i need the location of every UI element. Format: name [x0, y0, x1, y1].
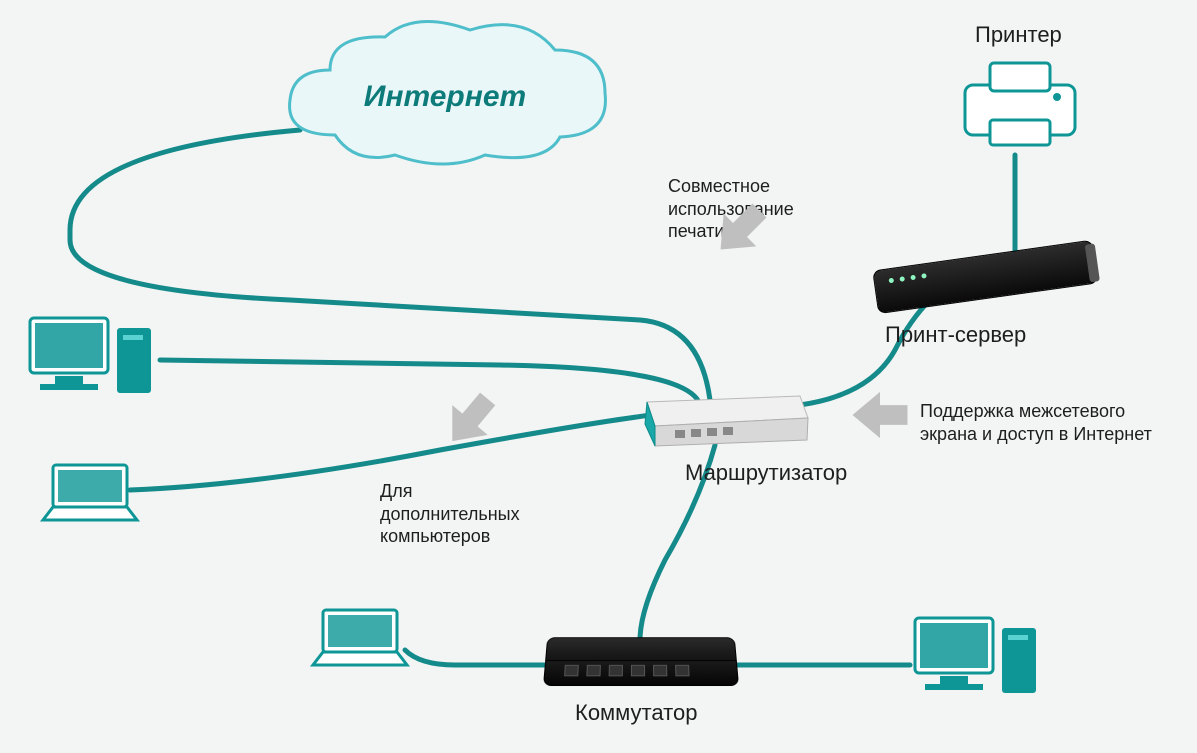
internet-label: Интернет	[275, 80, 615, 114]
wire-laptop_left-router	[130, 412, 690, 490]
print-server-label: Принт-сервер	[885, 322, 1026, 348]
diagram-canvas: Интернет Принтер Принт-сервер	[0, 0, 1197, 753]
printer-label: Принтер	[975, 22, 1062, 48]
extra-pcs-label: Для дополнительных компьютеров	[380, 480, 520, 548]
firewall-label: Поддержка межсетевого экрана и доступ в …	[920, 400, 1152, 445]
share-print-label: Совместное использование печати	[668, 175, 794, 243]
router-label: Маршрутизатор	[685, 460, 847, 486]
internet-cloud: Интернет	[275, 15, 615, 170]
switch-device	[543, 637, 738, 689]
wire-pc_topleft-router	[160, 360, 700, 405]
wire-switch-laptop_bl	[405, 650, 555, 665]
router-device	[635, 390, 810, 450]
switch-label: Коммутатор	[575, 700, 697, 726]
